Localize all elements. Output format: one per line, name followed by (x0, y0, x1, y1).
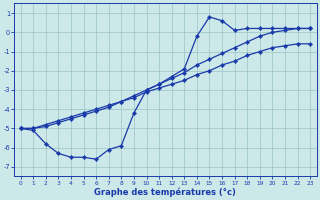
X-axis label: Graphe des températures (°c): Graphe des températures (°c) (94, 187, 236, 197)
